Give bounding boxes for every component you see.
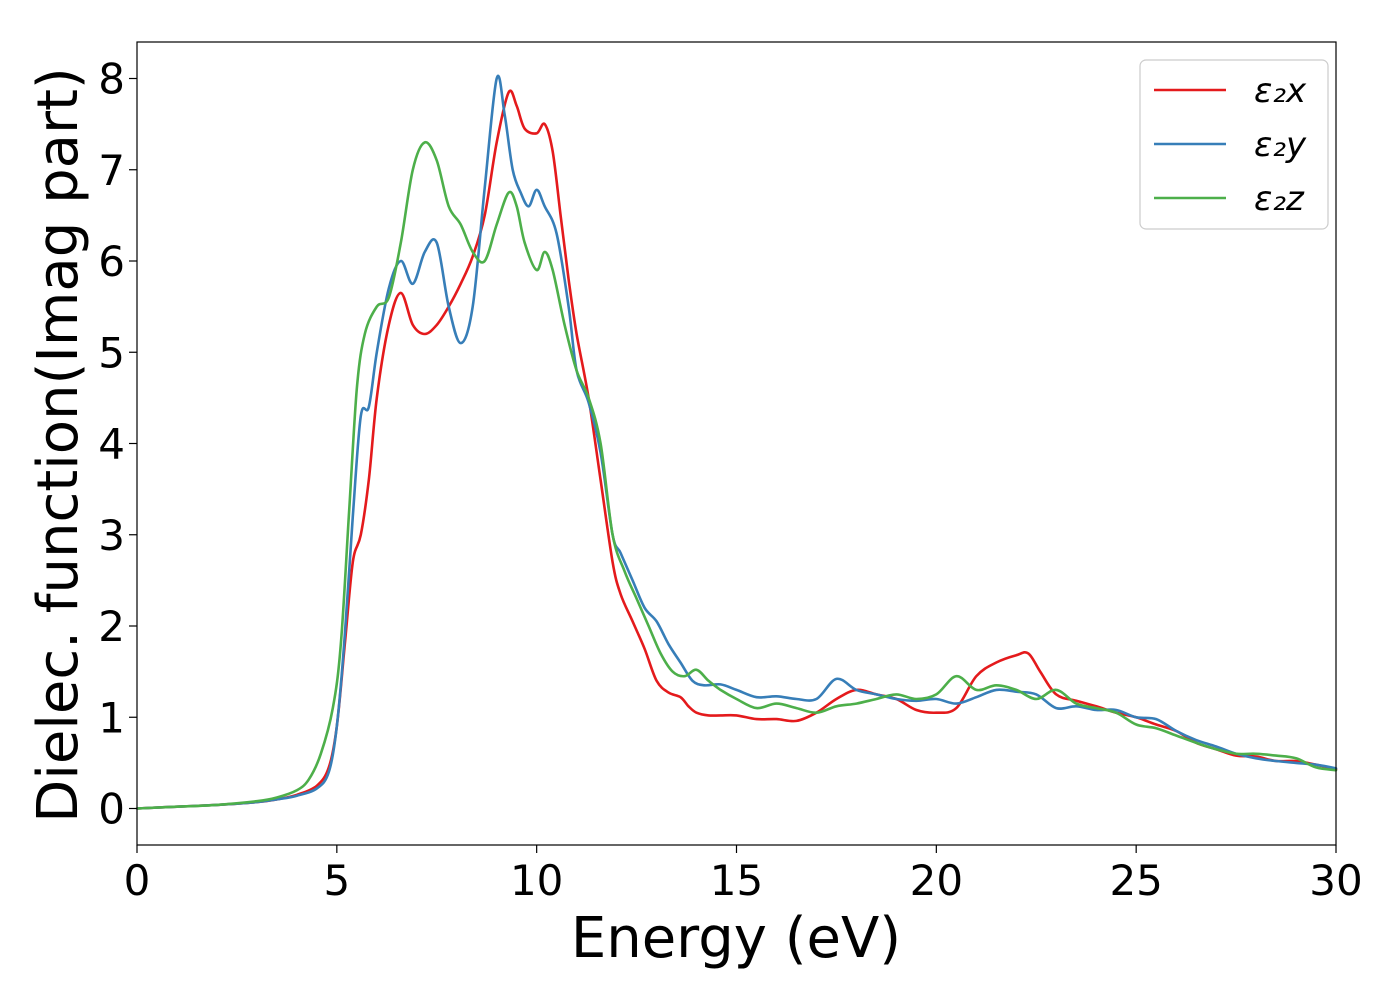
series-line-1 (135, 89, 1338, 810)
x-axis-ticks: 0 5 10 15 20 25 30 (124, 845, 1363, 905)
x-tick-label: 30 (1309, 856, 1362, 905)
legend-label: ε₂z (1254, 179, 1305, 219)
y-tick-label: 6 (98, 237, 125, 286)
legend-label: ε₂y (1254, 125, 1307, 165)
y-tick-label: 2 (98, 602, 125, 651)
series-layer (135, 74, 1338, 810)
y-tick-label: 7 (98, 146, 125, 195)
y-tick-label: 1 (98, 693, 125, 742)
y-axis-ticks: 0 1 2 3 4 5 6 7 8 (98, 55, 137, 834)
x-tick-label: 20 (910, 856, 963, 905)
legend-box (1139, 59, 1329, 230)
series-line-2 (135, 74, 1338, 810)
x-axis-label: Energy (eV) (571, 906, 901, 971)
series-line-3 (135, 141, 1338, 810)
y-tick-label: 0 (98, 785, 125, 834)
legend: ε₂x ε₂y ε₂z (1139, 59, 1329, 230)
y-tick-label: 5 (98, 328, 125, 377)
x-tick-label: 0 (124, 856, 151, 905)
y-axis-label: Dielec. function(Imag part) (26, 67, 91, 823)
x-tick-label: 15 (710, 856, 763, 905)
y-tick-label: 8 (98, 55, 125, 104)
x-tick-label: 5 (323, 856, 350, 905)
y-tick-label: 4 (98, 420, 125, 469)
x-tick-label: 25 (1109, 856, 1162, 905)
x-tick-label: 10 (510, 856, 563, 905)
y-tick-label: 3 (98, 511, 125, 560)
legend-label: ε₂x (1254, 71, 1307, 111)
